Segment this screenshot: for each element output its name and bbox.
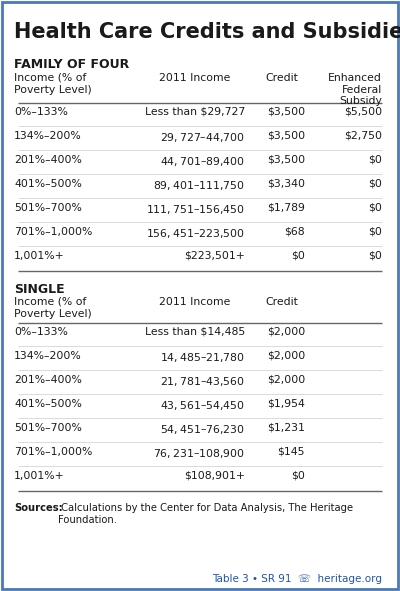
Text: $3,500: $3,500	[267, 155, 305, 165]
Text: 401%–500%: 401%–500%	[14, 399, 82, 409]
Text: SINGLE: SINGLE	[14, 283, 65, 296]
Text: $21,781–$43,560: $21,781–$43,560	[160, 375, 245, 388]
Text: Credit: Credit	[266, 297, 298, 307]
Text: 701%–1,000%: 701%–1,000%	[14, 447, 92, 457]
Text: Credit: Credit	[266, 73, 298, 83]
Text: Health Care Credits and Subsidies: Health Care Credits and Subsidies	[14, 22, 400, 42]
Text: $1,231: $1,231	[267, 423, 305, 433]
Text: Enhanced
Federal
Subsidy: Enhanced Federal Subsidy	[328, 73, 382, 106]
Text: $223,501+: $223,501+	[184, 251, 245, 261]
Text: 1,001%+: 1,001%+	[14, 471, 65, 481]
Text: $3,500: $3,500	[267, 131, 305, 141]
Text: $3,500: $3,500	[267, 107, 305, 117]
Text: $0: $0	[368, 203, 382, 213]
Text: Income (% of
Poverty Level): Income (% of Poverty Level)	[14, 297, 92, 319]
Text: 201%–400%: 201%–400%	[14, 155, 82, 165]
Text: 501%–700%: 501%–700%	[14, 423, 82, 433]
Text: $29,727–$44,700: $29,727–$44,700	[160, 131, 245, 144]
Text: 134%–200%: 134%–200%	[14, 351, 82, 361]
Text: $44,701–$89,400: $44,701–$89,400	[160, 155, 245, 168]
Text: $0: $0	[368, 155, 382, 165]
Text: Sources:: Sources:	[14, 503, 63, 513]
Text: $2,000: $2,000	[267, 375, 305, 385]
Text: 401%–500%: 401%–500%	[14, 179, 82, 189]
Text: $2,000: $2,000	[267, 351, 305, 361]
Text: Less than $29,727: Less than $29,727	[145, 107, 245, 117]
Text: Less than $14,485: Less than $14,485	[145, 327, 245, 337]
Text: $76,231–$108,900: $76,231–$108,900	[153, 447, 245, 460]
Text: $0: $0	[368, 227, 382, 237]
Text: $43,561–$54,450: $43,561–$54,450	[160, 399, 245, 412]
Text: 701%–1,000%: 701%–1,000%	[14, 227, 92, 237]
Text: $1,954: $1,954	[267, 399, 305, 409]
Text: Table 3 • SR 91  ☏  heritage.org: Table 3 • SR 91 ☏ heritage.org	[212, 574, 382, 584]
Text: $14,485–$21,780: $14,485–$21,780	[160, 351, 245, 364]
Text: $0: $0	[368, 179, 382, 189]
Text: 2011 Income: 2011 Income	[159, 297, 231, 307]
Text: 501%–700%: 501%–700%	[14, 203, 82, 213]
Text: $2,000: $2,000	[267, 327, 305, 337]
Text: $0: $0	[368, 251, 382, 261]
Text: 134%–200%: 134%–200%	[14, 131, 82, 141]
Text: $68: $68	[284, 227, 305, 237]
Text: $145: $145	[278, 447, 305, 457]
Text: 0%–133%: 0%–133%	[14, 107, 68, 117]
Text: Calculations by the Center for Data Analysis, The Heritage
Foundation.: Calculations by the Center for Data Anal…	[58, 503, 353, 525]
Text: $108,901+: $108,901+	[184, 471, 245, 481]
Text: $2,750: $2,750	[344, 131, 382, 141]
Text: Income (% of
Poverty Level): Income (% of Poverty Level)	[14, 73, 92, 95]
Text: $1,789: $1,789	[267, 203, 305, 213]
Text: $0: $0	[291, 251, 305, 261]
Text: 0%–133%: 0%–133%	[14, 327, 68, 337]
Text: $5,500: $5,500	[344, 107, 382, 117]
Text: $89,401–$111,750: $89,401–$111,750	[153, 179, 245, 192]
Text: $111,751–$156,450: $111,751–$156,450	[146, 203, 245, 216]
Text: $3,340: $3,340	[267, 179, 305, 189]
Text: FAMILY OF FOUR: FAMILY OF FOUR	[14, 58, 129, 71]
Text: 1,001%+: 1,001%+	[14, 251, 65, 261]
Text: $54,451–$76,230: $54,451–$76,230	[160, 423, 245, 436]
Text: $156,451–$223,500: $156,451–$223,500	[146, 227, 245, 240]
Text: 2011 Income: 2011 Income	[159, 73, 231, 83]
Text: $0: $0	[291, 471, 305, 481]
Text: 201%–400%: 201%–400%	[14, 375, 82, 385]
